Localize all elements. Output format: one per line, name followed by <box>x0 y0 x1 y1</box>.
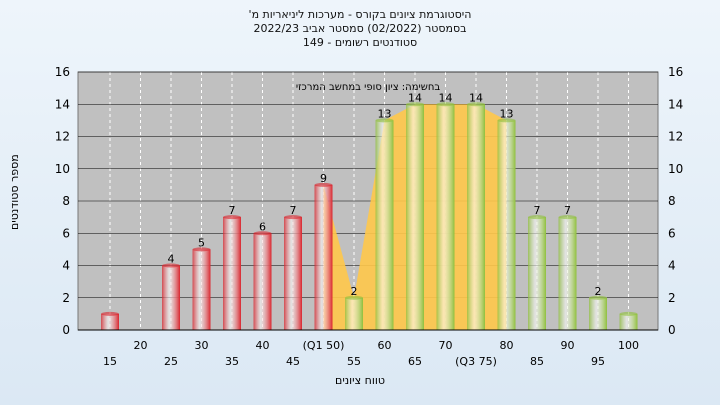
bar <box>528 217 546 330</box>
bar-top <box>375 118 394 123</box>
y-tick-label-right: 16 <box>668 65 683 79</box>
y-tick-label-left: 2 <box>62 291 70 305</box>
bar-value-label: 14 <box>439 91 453 104</box>
bar-top <box>497 118 516 123</box>
bar-top <box>406 102 424 107</box>
bar <box>101 313 119 330</box>
x-tick-label: 55 <box>347 355 361 368</box>
bar <box>619 313 638 330</box>
title-line-2: בסמסטר (02/2022) סמסטר אביב 2022/23 <box>253 22 467 35</box>
x-tick-label: 65 <box>408 355 422 368</box>
bar <box>375 120 394 330</box>
bar-top <box>101 311 119 316</box>
bar-top <box>223 215 241 220</box>
bar-top <box>253 231 272 236</box>
y-tick-label-right: 4 <box>668 259 676 273</box>
chart-title: היסטוגרמת ציונים בקורס - מערכות ליניאריו… <box>0 8 720 50</box>
bar-top <box>619 311 638 316</box>
bar-top <box>467 102 485 107</box>
x-tick-label: 30 <box>195 339 209 352</box>
y-tick-label-left: 10 <box>55 162 70 176</box>
bar <box>162 265 180 330</box>
bar-top <box>314 182 333 187</box>
x-tick-label: 95 <box>591 355 605 368</box>
y-tick-label-left: 0 <box>62 323 70 337</box>
y-tick-label-left: 12 <box>55 130 70 144</box>
bar <box>223 217 241 330</box>
bar-value-label: 5 <box>198 236 205 249</box>
bar <box>436 104 455 330</box>
bar-top <box>528 215 546 220</box>
bar-value-label: 7 <box>229 204 236 217</box>
x-tick-label: 25 <box>164 355 178 368</box>
y-tick-label-right: 10 <box>668 162 683 176</box>
bar-value-label: 7 <box>534 204 541 217</box>
bar <box>558 217 577 330</box>
bar-value-label: 13 <box>500 107 514 120</box>
bar-value-label: 14 <box>408 91 422 104</box>
x-tick-label: 15 <box>103 355 117 368</box>
y-tick-label-left: 8 <box>62 194 70 208</box>
bar-value-label: 2 <box>351 285 358 298</box>
title-line-3: סטודנטים רשומים - 149 <box>302 36 418 49</box>
y-tick-label-right: 12 <box>668 130 683 144</box>
x-tick-label: 20 <box>134 339 148 352</box>
bar <box>345 297 363 330</box>
y-tick-label-left: 16 <box>55 65 70 79</box>
bar-top <box>192 247 211 252</box>
x-tick-label: 80 <box>500 339 514 352</box>
y-tick-label-right: 8 <box>668 194 676 208</box>
x-tick-label: (Q3 75) <box>455 355 497 368</box>
bar-value-label: 13 <box>378 107 392 120</box>
bar-value-label: 7 <box>290 204 297 217</box>
x-tick-label: 100 <box>618 339 639 352</box>
bar-top <box>589 295 607 300</box>
y-tick-label-left: 14 <box>55 97 70 111</box>
bar-top <box>284 215 302 220</box>
title-line-1: היסטוגרמת ציונים בקורס - מערכות ליניאריו… <box>248 8 472 21</box>
bar-top <box>345 295 363 300</box>
x-tick-label: 45 <box>286 355 300 368</box>
bar <box>467 104 485 330</box>
bar <box>589 297 607 330</box>
y-tick-label-right: 14 <box>668 97 683 111</box>
bar <box>284 217 302 330</box>
bar-value-label: 6 <box>259 220 266 233</box>
x-tick-label: 90 <box>561 339 575 352</box>
bar-top <box>162 263 180 268</box>
bar-value-label: 9 <box>320 172 327 185</box>
y-axis-label: מספר סטודנטים <box>8 154 21 230</box>
y-tick-label-right: 2 <box>668 291 676 305</box>
x-tick-label: 70 <box>439 339 453 352</box>
chart-annotation: בחשימה: ציון סופי במחשב המרכזי <box>296 82 441 93</box>
bar-value-label: 14 <box>469 91 483 104</box>
y-tick-label-right: 6 <box>668 226 676 240</box>
x-tick-label: 60 <box>378 339 392 352</box>
x-tick-label: 35 <box>225 355 239 368</box>
y-tick-label-left: 4 <box>62 259 70 273</box>
x-tick-label: 40 <box>256 339 270 352</box>
bar-top <box>558 215 577 220</box>
x-tick-label: (Q1 50) <box>303 339 345 352</box>
bar-value-label: 7 <box>564 204 571 217</box>
bar-value-label: 4 <box>168 253 175 266</box>
y-tick-label-right: 0 <box>668 323 676 337</box>
y-tick-label-left: 6 <box>62 226 70 240</box>
bar <box>497 120 516 330</box>
bar <box>192 249 211 330</box>
bar <box>253 233 272 330</box>
bar <box>406 104 424 330</box>
bar <box>314 184 333 330</box>
bar-value-label: 2 <box>595 285 602 298</box>
bar-top <box>436 102 455 107</box>
x-axis-label: טווח ציונים <box>335 374 385 387</box>
x-tick-label: 85 <box>530 355 544 368</box>
